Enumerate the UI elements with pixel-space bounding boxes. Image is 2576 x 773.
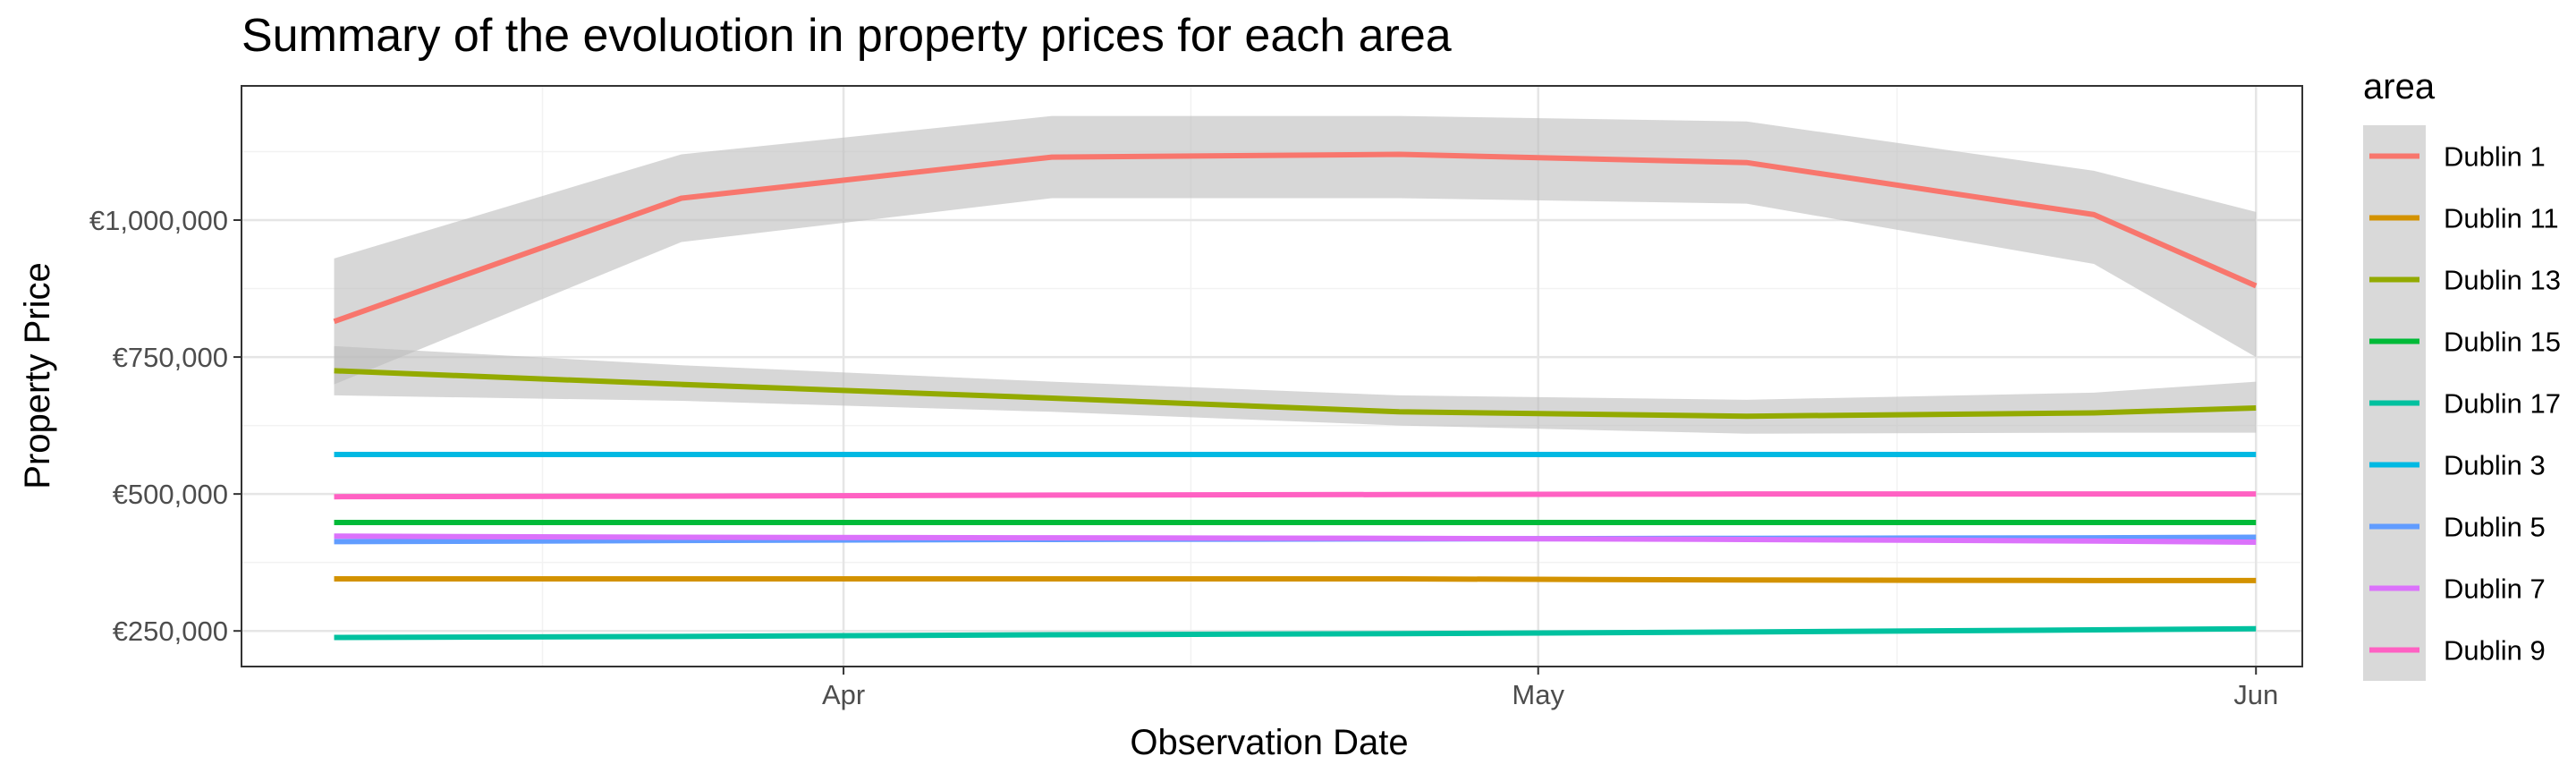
legend-item: Dublin 3 — [2369, 450, 2546, 481]
x-axis-title: Observation Date — [1130, 723, 1408, 762]
legend-item: Dublin 11 — [2369, 203, 2559, 234]
legend: area Dublin 1 Dublin 11 Dublin 13 Dublin 15… — [2363, 67, 2561, 681]
series-line — [334, 368, 2257, 420]
plot-panel — [241, 85, 2303, 667]
legend-label: Dublin 13 — [2444, 265, 2561, 296]
y-axis-ticks: €250,000 €500,000 €750,000 €1,000,000 — [89, 205, 242, 647]
legend-label: Dublin 17 — [2444, 388, 2561, 420]
y-tick-label: €1,000,000 — [89, 205, 228, 236]
legend-item: Dublin 9 — [2369, 635, 2546, 667]
x-tick-label: Jun — [2233, 679, 2278, 710]
legend-label: Dublin 15 — [2444, 327, 2561, 358]
legend-item: Dublin 1 — [2369, 141, 2546, 173]
y-tick-label: €750,000 — [113, 342, 228, 373]
series-line — [334, 576, 2257, 583]
legend-label: Dublin 5 — [2444, 512, 2546, 543]
legend-label: Dublin 9 — [2444, 635, 2546, 667]
legend-title: area — [2363, 67, 2436, 106]
legend-item: Dublin 17 — [2369, 388, 2561, 420]
legend-label: Dublin 1 — [2444, 141, 2546, 173]
legend-label: Dublin 3 — [2444, 450, 2546, 481]
legend-item: Dublin 7 — [2369, 573, 2546, 605]
x-axis-ticks: Apr May Jun — [822, 667, 2278, 710]
y-tick-label: €250,000 — [113, 616, 228, 647]
legend-item: Dublin 5 — [2369, 512, 2546, 543]
series-line — [334, 533, 2257, 546]
x-tick-label: May — [1512, 679, 1564, 710]
legend-label: Dublin 11 — [2444, 203, 2559, 234]
legend-label: Dublin 7 — [2444, 573, 2546, 605]
panel-border — [241, 85, 2303, 667]
chart-title: Summary of the evoluotion in property pr… — [242, 10, 1452, 62]
confidence-band — [334, 345, 2257, 434]
y-axis-title: Property Price — [18, 262, 57, 488]
legend-item: Dublin 13 — [2369, 265, 2561, 296]
series-line — [333, 151, 2258, 325]
series-lines — [333, 151, 2258, 641]
series-line — [334, 491, 2257, 500]
legend-items: Dublin 1 Dublin 11 Dublin 13 Dublin 15 Dubli… — [2369, 141, 2561, 667]
x-tick-label: Apr — [822, 679, 865, 710]
y-tick-label: €500,000 — [113, 479, 228, 510]
series-line — [334, 625, 2257, 641]
legend-item: Dublin 15 — [2369, 327, 2561, 358]
